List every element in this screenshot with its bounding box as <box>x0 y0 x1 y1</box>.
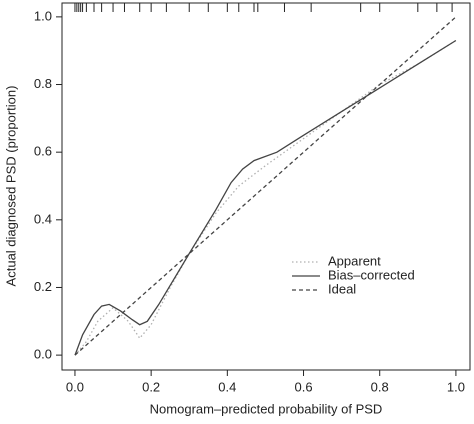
y-tick-label: 0.4 <box>34 211 52 226</box>
x-tick-label: 0.2 <box>142 379 160 394</box>
legend-label: Ideal <box>328 281 356 296</box>
y-axis-label: Actual diagnosed PSD (proportion) <box>3 86 18 287</box>
series-line <box>74 39 457 356</box>
y-tick-label: 0.8 <box>34 76 52 91</box>
series-line <box>74 39 457 356</box>
x-axis-label: Nomogram–predicted probability of PSD <box>150 401 383 416</box>
y-tick-label: 0.2 <box>34 279 52 294</box>
legend-label: Apparent <box>328 253 381 268</box>
x-tick-label: 0.4 <box>218 379 236 394</box>
y-tick-label: 1.0 <box>34 8 52 23</box>
x-tick-label: 0.8 <box>371 379 389 394</box>
y-tick-label: 0.0 <box>34 347 52 362</box>
x-tick-label: 0.6 <box>294 379 312 394</box>
y-tick-label: 0.6 <box>34 144 52 159</box>
x-tick-label: 1.0 <box>447 379 465 394</box>
series-line <box>74 16 457 356</box>
x-tick-label: 0.0 <box>66 379 84 394</box>
plot-frame <box>61 2 471 371</box>
legend-label: Bias–corrected <box>328 267 415 282</box>
